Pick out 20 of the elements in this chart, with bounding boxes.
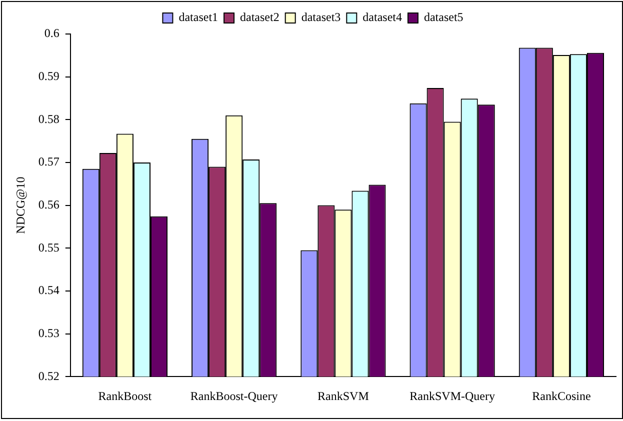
y-tick-label: 0.59 [38, 68, 60, 83]
legend-label: dataset5 [424, 10, 464, 24]
y-tick-label: 0.53 [38, 326, 60, 340]
x-tick-label: RankSVM-Query [410, 388, 495, 403]
legend-label: dataset1 [178, 10, 218, 24]
y-tick-label: 0.55 [38, 240, 60, 254]
y-tick-label: 0.58 [38, 112, 60, 126]
y-tick-label: 0.52 [38, 368, 60, 383]
y-tick-label: 0.54 [38, 283, 60, 298]
x-tick-label: RankBoost [98, 388, 152, 403]
y-tick-label: 0.6 [44, 26, 60, 40]
x-tick-label: RankBoost-Query [190, 388, 278, 403]
y-tick-label: 0.56 [38, 197, 60, 212]
x-tick-label: RankSVM [318, 388, 370, 403]
legend-label: dataset2 [240, 10, 280, 24]
legend-label: dataset3 [301, 10, 341, 24]
legend-label: dataset4 [362, 10, 402, 24]
y-tick-label: 0.57 [38, 154, 60, 169]
y-axis-title: NDCG@10 [13, 176, 28, 234]
x-tick-label: RankCosine [532, 388, 591, 403]
